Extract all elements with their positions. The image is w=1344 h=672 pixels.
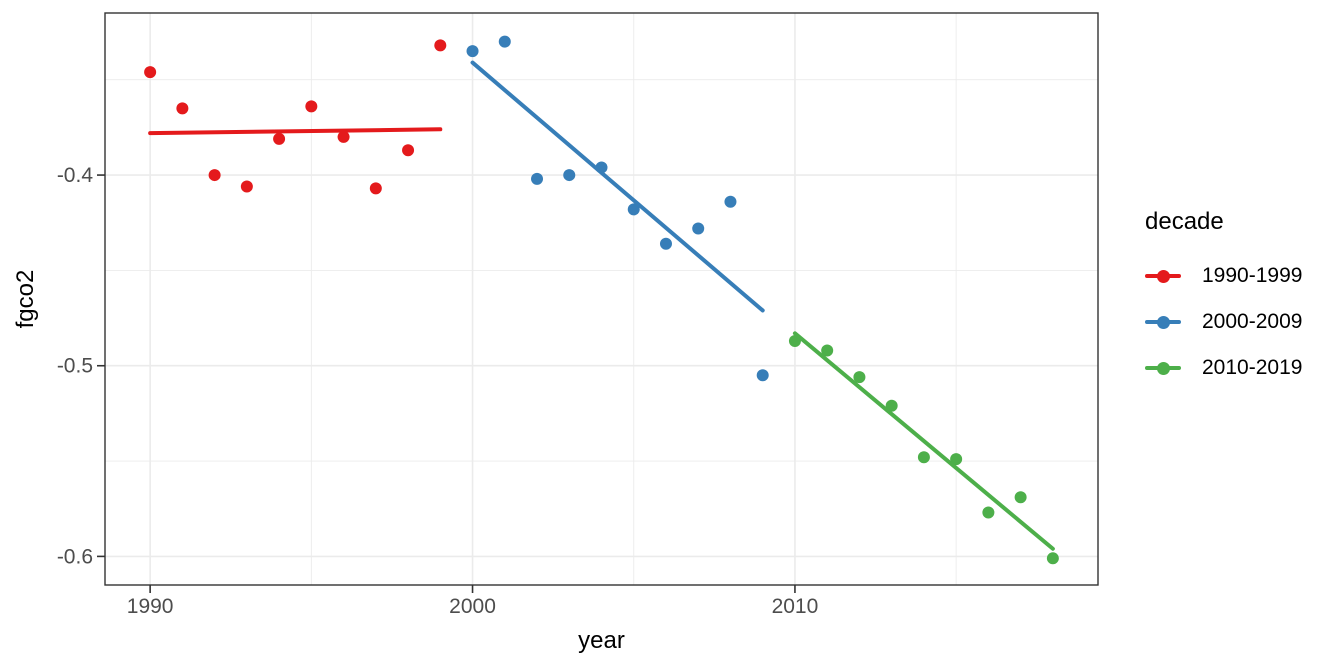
data-point-1990-1999-1995 <box>305 100 318 113</box>
legend-key-line-dot-icon <box>1145 360 1181 377</box>
data-point-2010-2019-2018 <box>1046 552 1059 565</box>
data-point-2000-2009-2000 <box>466 45 479 58</box>
y-tick-label: -0.4 <box>57 164 94 187</box>
trend-line-2010-2019 <box>792 331 1055 551</box>
data-point-1990-1999-1990 <box>144 66 157 79</box>
data-point-1990-1999-1992 <box>208 169 221 182</box>
data-point-1990-1999-1998 <box>402 144 415 157</box>
x-axis-title: year <box>578 627 625 654</box>
data-point-2000-2009-2005 <box>627 203 640 216</box>
data-point-2000-2009-2002 <box>531 172 544 185</box>
legend-title: decade <box>1145 208 1224 235</box>
data-point-2000-2009-2007 <box>692 222 705 235</box>
legend-key-line-dot-icon <box>1145 268 1181 285</box>
legend-item-label: 2010-2019 <box>1202 356 1303 379</box>
legend-dot-swatch <box>1156 315 1170 329</box>
data-point-1990-1999-1994 <box>273 132 286 145</box>
data-point-1990-1999-1991 <box>176 102 189 115</box>
data-point-2010-2019-2016 <box>982 506 995 519</box>
data-point-2010-2019-2012 <box>853 371 866 384</box>
data-point-2000-2009-2009 <box>756 369 769 382</box>
legend: decade 1990-1999 2000-2009 2010-2019 <box>1145 208 1302 391</box>
trend-line-2000-2009 <box>470 60 765 313</box>
data-point-1990-1999-1996 <box>337 130 350 143</box>
data-point-1990-1999-1993 <box>240 180 253 193</box>
data-point-2010-2019-2011 <box>821 344 834 357</box>
legend-item-label: 2000-2009 <box>1202 310 1303 333</box>
y-axis-title: fgco2 <box>12 269 39 329</box>
legend-item-label: 1990-1999 <box>1202 264 1303 287</box>
plot-panel <box>105 13 1098 585</box>
data-point-2000-2009-2003 <box>563 169 576 182</box>
data-point-1990-1999-1997 <box>369 182 382 195</box>
x-tick-label: 2000 <box>449 595 496 618</box>
trend-line-1990-1999 <box>148 127 443 136</box>
data-point-2010-2019-2013 <box>885 399 898 412</box>
legend-dot-swatch <box>1156 361 1170 375</box>
data-point-2010-2019-2017 <box>1014 491 1027 504</box>
y-tick-label: -0.5 <box>57 355 93 378</box>
legend-dot-swatch <box>1156 269 1170 283</box>
legend-key-line-dot-icon <box>1145 314 1181 331</box>
data-point-1990-1999-1999 <box>434 39 447 52</box>
panel-border <box>104 12 1099 586</box>
data-point-2000-2009-2006 <box>659 237 672 250</box>
data-point-2000-2009-2008 <box>724 195 737 208</box>
x-tick-label: 2010 <box>772 595 819 618</box>
legend-item-1990-1999: 1990-1999 <box>1145 253 1302 299</box>
legend-item-2000-2009: 2000-2009 <box>1145 299 1302 345</box>
legend-item-2010-2019: 2010-2019 <box>1145 345 1302 391</box>
data-point-2000-2009-2001 <box>498 35 511 48</box>
data-point-2010-2019-2014 <box>917 451 930 464</box>
y-tick-label: -0.6 <box>57 545 93 568</box>
data-point-2010-2019-2015 <box>950 453 963 466</box>
x-tick-label: 1990 <box>127 595 174 618</box>
